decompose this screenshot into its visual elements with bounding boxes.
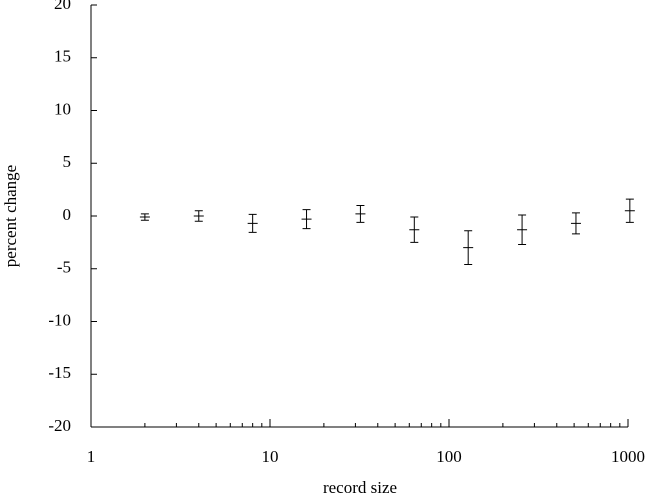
y-axis-label: percent change <box>1 165 20 267</box>
error-bar <box>139 213 150 221</box>
error-bar <box>355 204 366 223</box>
y-tick-label: -10 <box>48 310 71 329</box>
y-tick-label: 5 <box>63 152 72 171</box>
y-tick-label: 20 <box>54 0 71 13</box>
y-tick-label: -20 <box>48 416 71 435</box>
error-bar <box>409 216 420 243</box>
error-bar <box>301 209 312 230</box>
y-tick-label: 15 <box>54 47 71 66</box>
y-tick-label: 10 <box>54 99 71 118</box>
y-tick-label: 0 <box>63 205 72 224</box>
error-bar <box>570 212 581 235</box>
y-tick-label: -5 <box>57 258 71 277</box>
error-bar <box>247 213 258 233</box>
x-tick-label: 1 <box>87 447 96 466</box>
x-tick-label: 1000 <box>611 447 645 466</box>
error-bar <box>193 210 204 222</box>
error-bar <box>624 198 635 223</box>
x-tick-label: 100 <box>436 447 462 466</box>
error-bar <box>517 214 528 245</box>
x-tick-label: 10 <box>262 447 279 466</box>
error-bar <box>463 230 474 266</box>
y-tick-label: -15 <box>48 363 71 382</box>
x-axis-label: record size <box>323 478 397 497</box>
